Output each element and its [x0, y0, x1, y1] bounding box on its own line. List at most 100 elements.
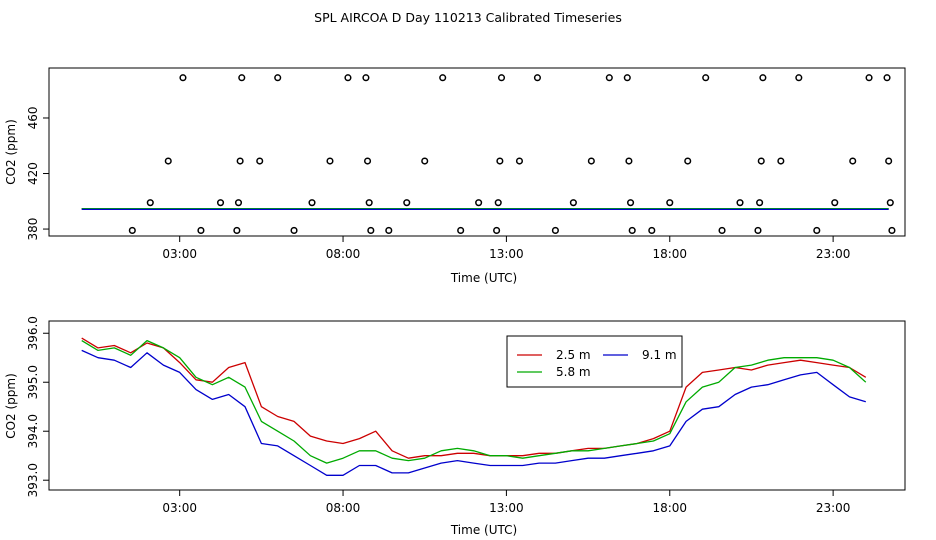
line-series-bottom — [81, 337, 867, 476]
scatter-point — [684, 157, 692, 165]
scatter-point — [515, 157, 524, 165]
scatter-point — [494, 199, 502, 207]
scatter-point — [290, 226, 298, 234]
scatter-point — [759, 74, 767, 82]
scatter-point — [885, 157, 893, 165]
baseline-lines-top — [81, 208, 889, 210]
scatter-point — [256, 157, 264, 165]
scatter-point — [702, 74, 710, 82]
x-tick-label: 23:00 — [816, 501, 851, 515]
y-tick-label: 420 — [26, 162, 40, 185]
x-tick-label: 13:00 — [489, 247, 524, 261]
scatter-points-top — [128, 74, 896, 234]
x-axis-top: 03:00 08:00 13:00 18:00 23:00 — [162, 236, 850, 261]
y-tick-label: 396.0 — [26, 316, 40, 350]
x-tick-label: 18:00 — [652, 247, 687, 261]
x-axis-label-bottom: Time (UTC) — [450, 523, 517, 537]
scatter-point — [849, 157, 857, 165]
scatter-point — [757, 157, 765, 165]
scatter-point — [754, 226, 762, 234]
scatter-point — [569, 199, 577, 207]
scatter-point — [813, 226, 821, 234]
scatter-point — [403, 199, 411, 207]
scatter-point — [493, 226, 501, 234]
scatter-point — [457, 226, 465, 234]
y-axis-top: 380 420 460 — [26, 107, 49, 241]
y-tick-label: 394.0 — [26, 414, 40, 448]
scatter-point — [496, 157, 504, 165]
scatter-point — [216, 199, 225, 207]
scatter-point — [274, 74, 282, 82]
x-tick-label: 08:00 — [326, 501, 361, 515]
scatter-point — [886, 199, 894, 207]
y-tick-label: 393.0 — [26, 463, 40, 497]
x-axis-bottom: 03:00 08:00 13:00 18:00 23:00 — [162, 490, 850, 515]
legend: 2.5 m 5.8 m 9.1 m — [506, 335, 683, 388]
scatter-point — [888, 226, 896, 234]
scatter-point — [362, 74, 370, 82]
scatter-point — [439, 74, 447, 82]
scatter-point — [308, 199, 316, 207]
scatter-point — [623, 74, 631, 82]
series-line — [81, 339, 867, 464]
scatter-point — [197, 226, 205, 234]
x-tick-label: 03:00 — [162, 501, 197, 515]
scatter-point — [128, 226, 136, 234]
scatter-point — [475, 199, 483, 207]
scatter-point — [497, 74, 506, 82]
y-axis-label-top: CO2 (ppm) — [4, 119, 18, 185]
scatter-point — [367, 226, 375, 234]
series-line — [81, 349, 866, 476]
scatter-point — [795, 74, 803, 82]
scatter-point — [777, 157, 785, 165]
plot-frame-bottom — [48, 320, 906, 491]
y-axis-label-bottom: CO2 (ppm) — [4, 373, 18, 439]
scatter-point — [625, 157, 633, 165]
scatter-point — [164, 157, 172, 165]
scatter-point — [179, 74, 187, 82]
legend-label-9-1m: 9.1 m — [642, 348, 677, 362]
scatter-point — [385, 226, 393, 234]
plot-frame-top — [48, 67, 906, 237]
x-tick-label: 03:00 — [162, 247, 197, 261]
scatter-point — [363, 157, 372, 165]
scatter-point — [666, 199, 674, 207]
scatter-point — [238, 74, 246, 82]
scatter-point — [627, 199, 635, 207]
series-line — [81, 337, 867, 459]
scatter-point — [365, 199, 373, 207]
scatter-point — [736, 199, 744, 207]
y-tick-label: 460 — [26, 107, 40, 130]
x-axis-label-top: Time (UTC) — [450, 271, 517, 285]
y-tick-label: 380 — [26, 218, 40, 241]
panel-bottom-lines: 03:00 08:00 13:00 18:00 23:00 393.0 394.0 395.… — [4, 316, 906, 537]
legend-label-5-8m: 5.8 m — [556, 365, 591, 379]
x-tick-label: 18:00 — [652, 501, 687, 515]
scatter-point — [648, 226, 656, 234]
y-tick-label: 395.0 — [26, 365, 40, 399]
scatter-point — [865, 74, 873, 82]
scatter-point — [326, 157, 334, 165]
x-tick-label: 08:00 — [326, 247, 361, 261]
panel-top-scatter: 03:00 08:00 13:00 18:00 23:00 380 420 460 Time… — [4, 67, 906, 285]
scatter-point — [533, 74, 541, 82]
scatter-point — [344, 74, 352, 82]
x-tick-label: 13:00 — [489, 501, 524, 515]
scatter-point — [756, 199, 764, 207]
scatter-point — [831, 199, 839, 207]
scatter-point — [146, 199, 154, 207]
scatter-point — [234, 199, 243, 207]
scatter-point — [718, 226, 726, 234]
scatter-point — [628, 226, 636, 234]
x-tick-label: 23:00 — [816, 247, 851, 261]
y-axis-bottom: 393.0 394.0 395.0 396.0 — [26, 316, 49, 497]
legend-box — [506, 335, 683, 388]
scatter-point — [551, 226, 559, 234]
scatter-point — [421, 157, 429, 165]
scatter-point — [605, 74, 613, 82]
scatter-point — [587, 157, 595, 165]
legend-label-2-5m: 2.5 m — [556, 348, 591, 362]
scatter-point — [883, 74, 891, 82]
chart-title: SPL AIRCOA D Day 110213 Calibrated Times… — [314, 10, 622, 25]
